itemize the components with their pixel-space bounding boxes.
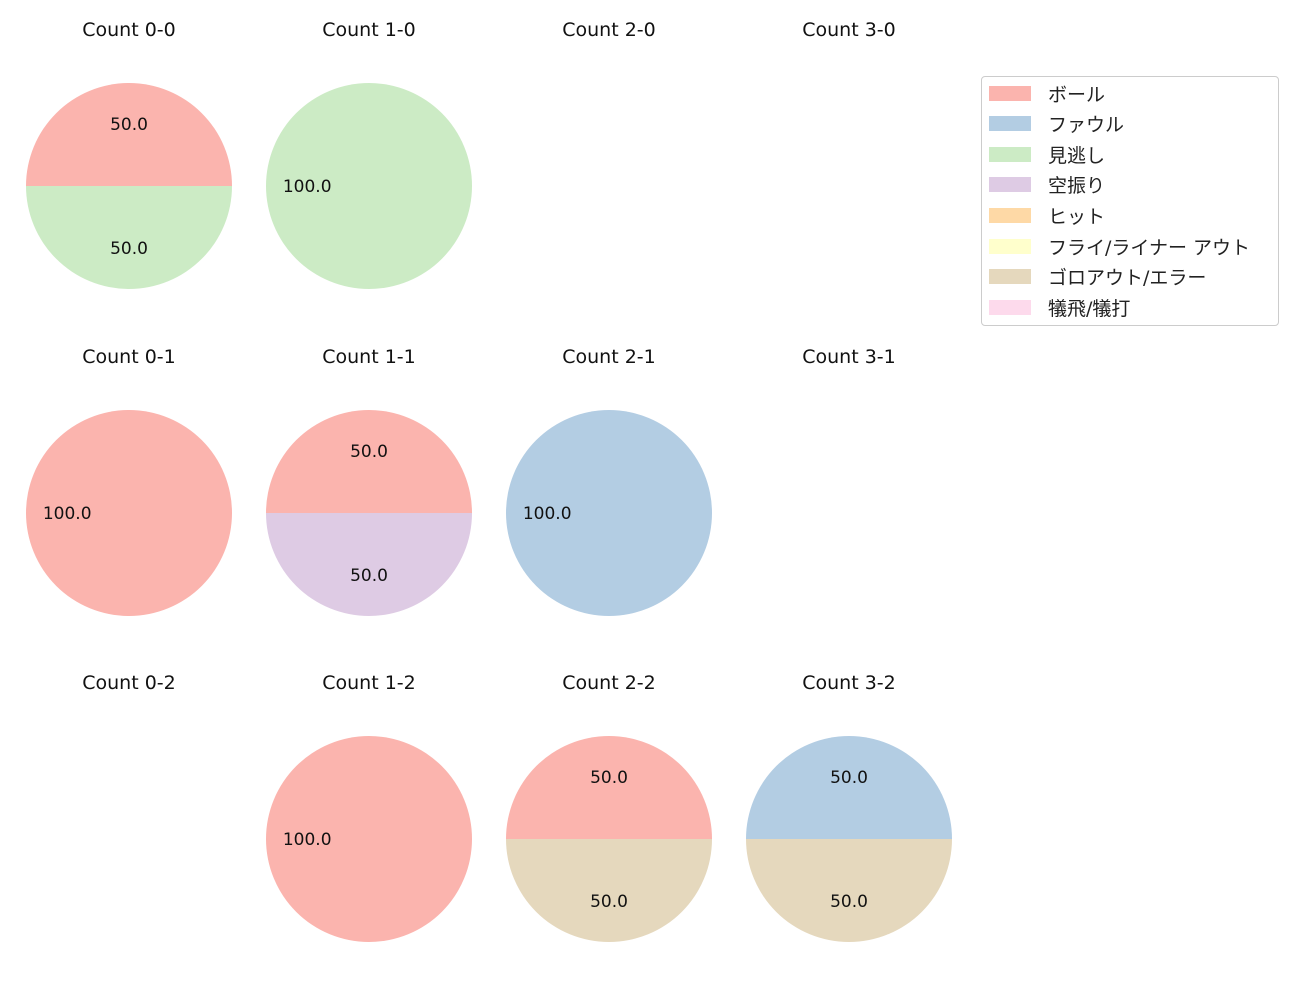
pie-slice-label: 50.0: [110, 115, 148, 135]
pie-panel: Count 1-2 100.0: [266, 672, 472, 942]
pie-slice: [26, 186, 232, 289]
pie-slice: [266, 83, 472, 289]
pie-slice: [746, 839, 952, 942]
pie-slice-label: 50.0: [350, 442, 388, 462]
legend-item: フライ/ライナー アウト: [989, 234, 1251, 259]
legend-label: ファウル: [1048, 114, 1125, 137]
legend-item: ファウル: [989, 112, 1124, 136]
pie-panel: Count 3-0: [802, 19, 896, 41]
legend-swatch: [989, 116, 1031, 132]
pie-panel: Count 0-0 50.0 50.0: [26, 19, 232, 289]
chart-legend: ボールファウル見逃し空振りヒットフライ/ライナー アウト ゴロアウト/エラー 犠飛/…: [981, 76, 1279, 326]
pie-title: Count 1-1: [322, 346, 416, 368]
pie-slice: [26, 83, 232, 186]
pie-panel: Count 1-1 50.0 50.0: [266, 346, 472, 616]
legend-swatch: [989, 299, 1031, 315]
pie-panel: Count 0-1 100.0: [26, 346, 232, 616]
pie-title: Count 3-0: [802, 19, 896, 41]
pie-panel: Count 3-2 50.0 50.0: [746, 672, 952, 942]
pie-slice: [506, 410, 712, 616]
legend-label: 空振り: [1048, 175, 1106, 198]
pie-title: Count 1-0: [322, 19, 416, 41]
pie-panel: Count 1-0 100.0: [266, 19, 472, 289]
legend-swatch: [989, 146, 1031, 162]
pie-panel: Count 2-1 100.0: [506, 346, 712, 616]
pie-slice-label: 50.0: [830, 768, 868, 788]
pie-slice-label: 100.0: [283, 177, 332, 197]
legend-item: ヒット: [989, 203, 1106, 228]
pie-title: Count 3-1: [802, 346, 896, 368]
pie-panel: Count 2-2 50.0 50.0: [506, 672, 712, 942]
pie-panel: Count 2-0: [562, 19, 656, 41]
pie-title: Count 0-2: [82, 672, 176, 694]
pie-panel: Count 3-1: [802, 346, 896, 368]
pie-slice-label: 100.0: [43, 504, 92, 524]
pie-slice: [266, 410, 472, 513]
pie-title: Count 0-1: [82, 346, 176, 368]
pie-title: Count 2-2: [562, 672, 656, 694]
pie-slice-label: 50.0: [590, 892, 628, 912]
legend-label: 犠飛/犠打: [1048, 297, 1131, 320]
legend-item: ゴロアウト/エラー: [989, 265, 1206, 289]
pie-slice-label: 50.0: [590, 768, 628, 788]
legend-swatch: [989, 269, 1031, 285]
pie-slice: [266, 736, 472, 942]
legend-label: ヒット: [1048, 205, 1106, 228]
pie-slice: [746, 736, 952, 839]
legend-item: 空振り: [989, 173, 1105, 197]
pie-slice: [266, 513, 472, 616]
pie-slice-label: 50.0: [110, 239, 148, 259]
legend-item: 犠飛/犠打: [989, 295, 1131, 320]
pie-title: Count 2-0: [562, 19, 656, 41]
legend-label: ボール: [1048, 83, 1106, 106]
pie-slice: [506, 736, 712, 839]
pie-slice-label: 100.0: [283, 830, 332, 850]
legend-swatch: [989, 238, 1031, 254]
pie-slice-label: 100.0: [523, 504, 572, 524]
legend-swatch: [989, 85, 1031, 101]
pie-panel: Count 0-2: [82, 672, 176, 694]
legend-label: ゴロアウト/エラー: [1048, 267, 1207, 290]
legend-item: ボール: [989, 81, 1106, 106]
legend-swatch: [989, 207, 1031, 223]
pie-title: Count 2-1: [562, 346, 656, 368]
pie-title: Count 0-0: [82, 19, 176, 41]
pie-title: Count 3-2: [802, 672, 896, 694]
legend-swatch: [989, 177, 1031, 193]
legend-label: 見逃し: [1048, 144, 1106, 167]
pie-title: Count 1-2: [322, 672, 416, 694]
pie-slice-label: 50.0: [350, 566, 388, 586]
pie-slice: [506, 839, 712, 942]
legend-item: 見逃し: [989, 142, 1106, 167]
pie-slice: [26, 410, 232, 616]
legend-label: フライ/ライナー アウト: [1048, 236, 1251, 259]
pie-slice-label: 50.0: [830, 892, 868, 912]
